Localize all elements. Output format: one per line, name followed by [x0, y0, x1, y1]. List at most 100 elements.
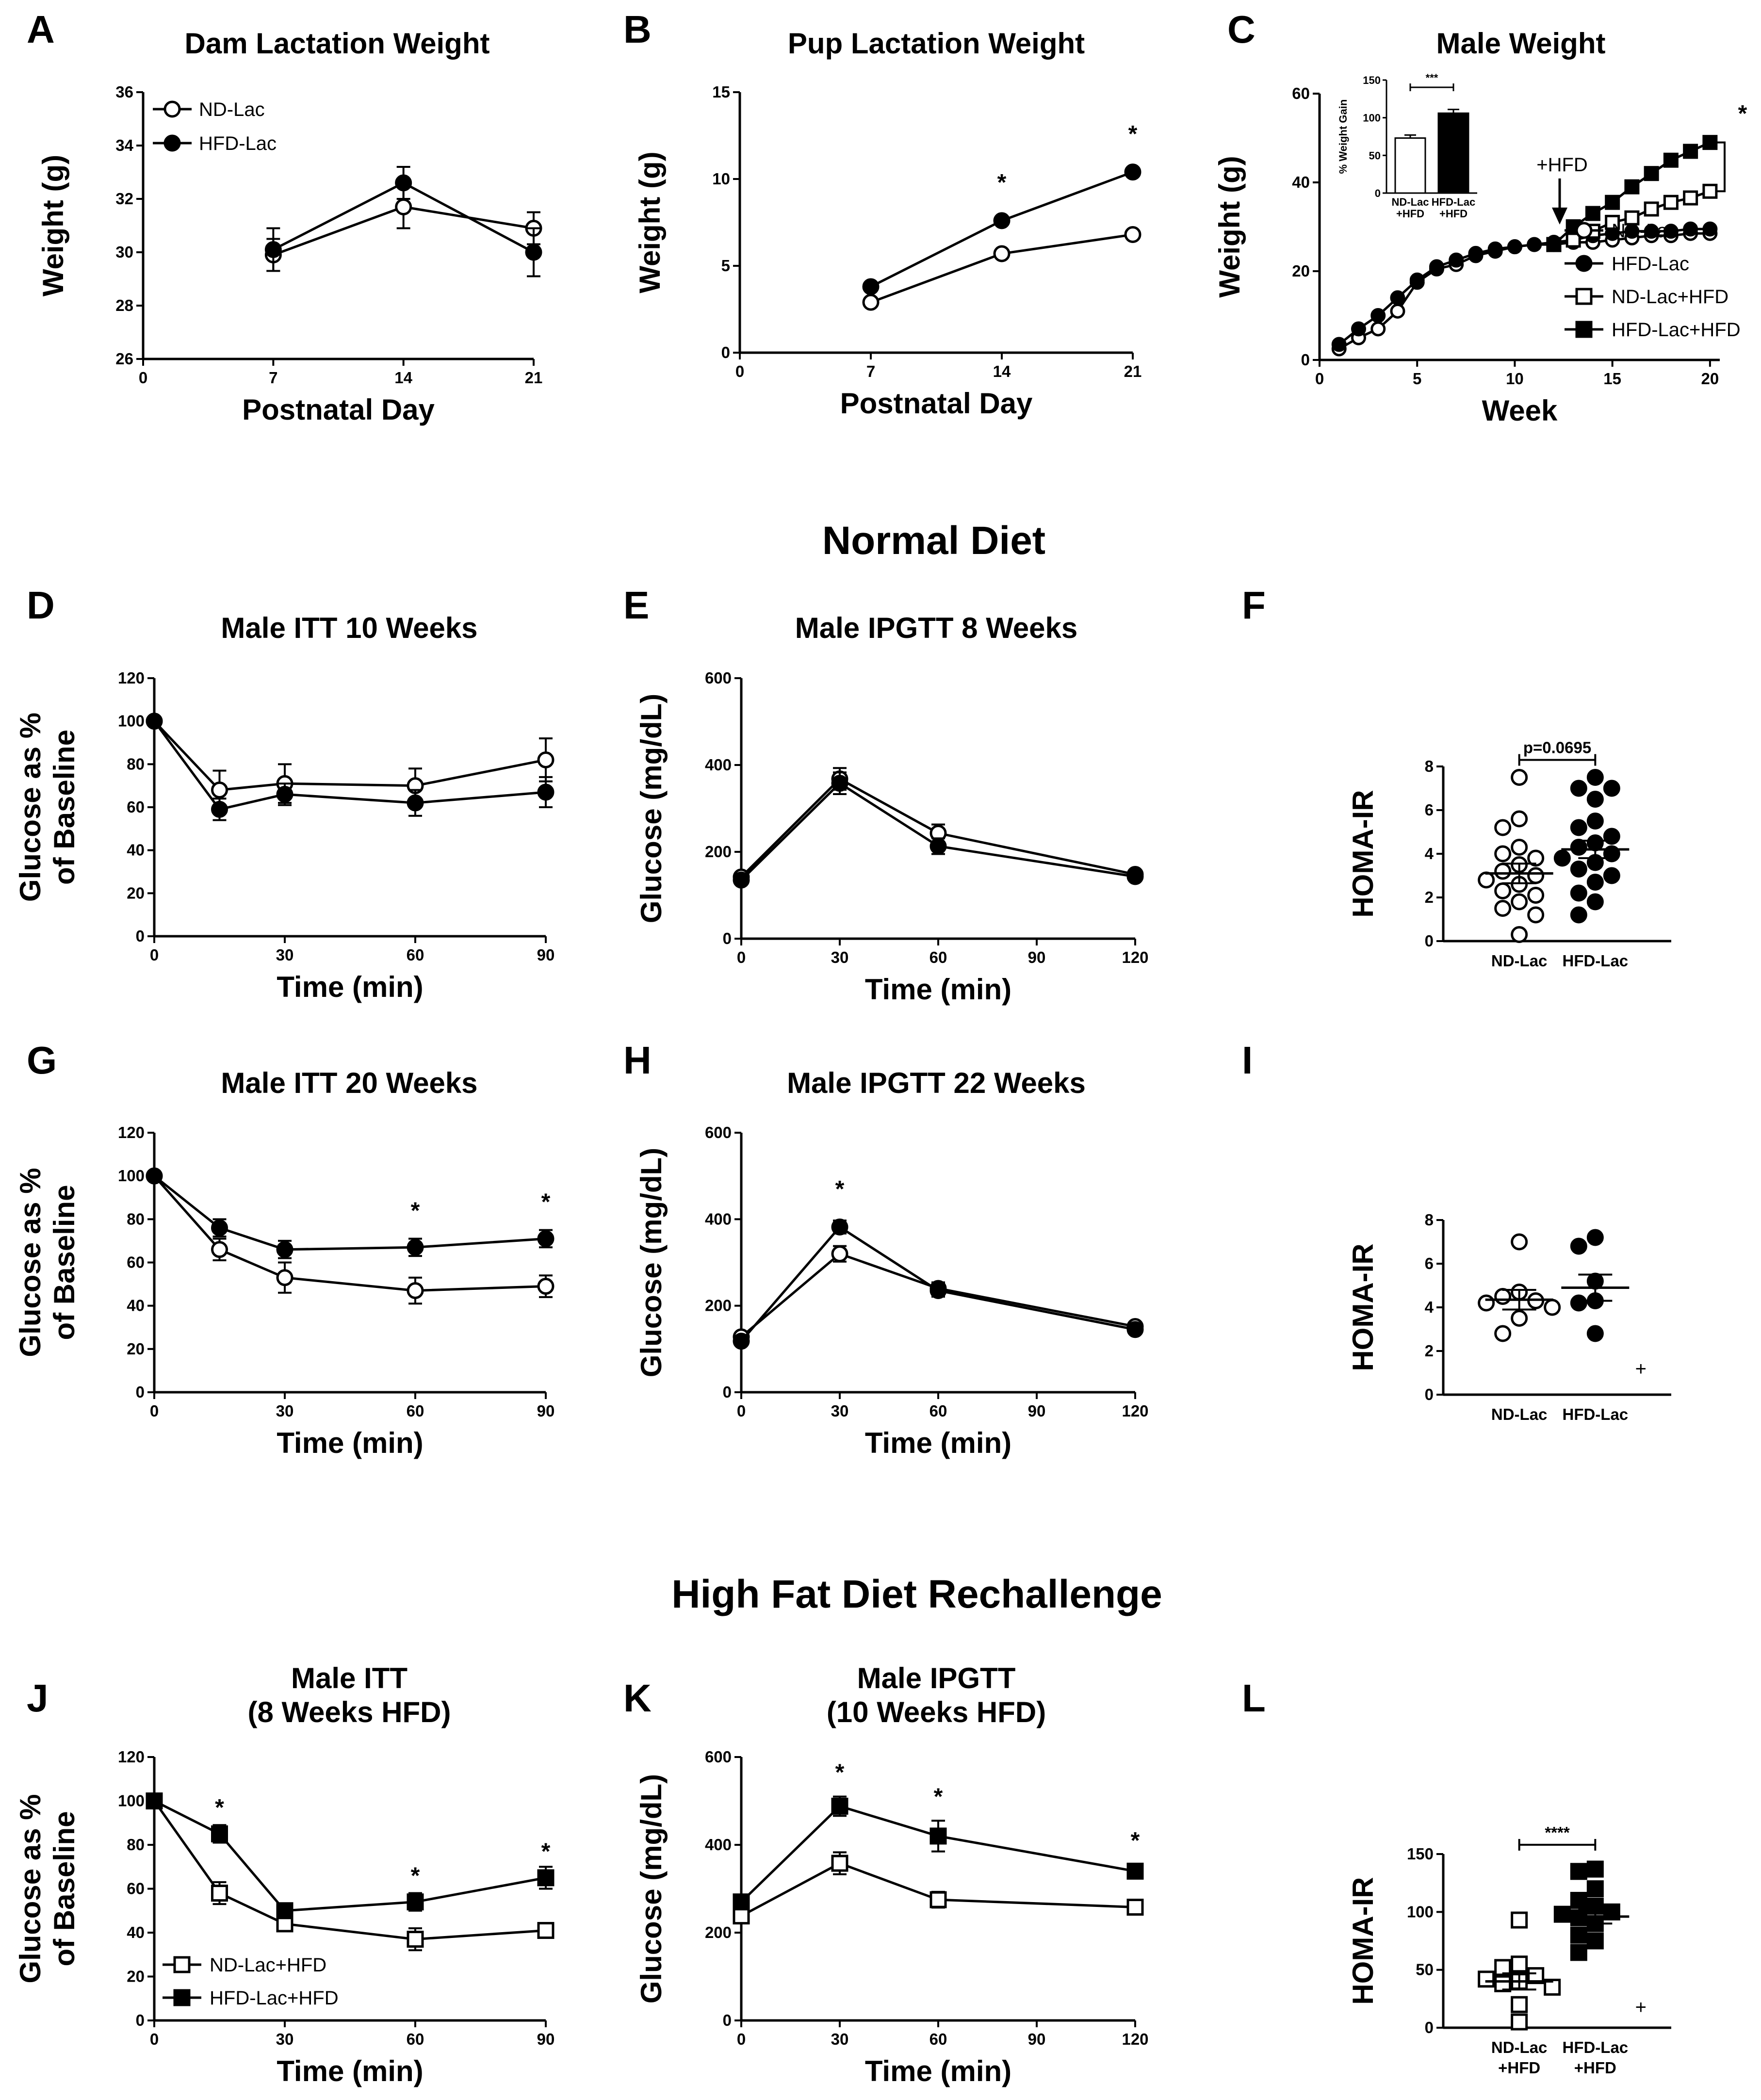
data-point	[1644, 224, 1659, 239]
data-point	[1544, 1299, 1561, 1316]
y-tick-label: 6	[1425, 801, 1434, 819]
legend-marker	[173, 1956, 191, 1973]
data-point	[537, 751, 554, 768]
data-point	[146, 713, 163, 730]
y-tick-label: 32	[115, 190, 133, 208]
data-point	[1494, 900, 1512, 917]
data-point	[1494, 845, 1512, 863]
data-point	[211, 1885, 228, 1902]
data-point	[1511, 1911, 1528, 1929]
data-point	[1586, 791, 1604, 808]
y-tick-label: 36	[115, 83, 133, 101]
panel-label: H	[623, 1039, 652, 1082]
data-point	[1585, 206, 1600, 221]
panel-K: K Male IPGTT(10 Weeks HFD)0200400600Gluco…	[623, 1662, 1149, 2087]
panel-label: J	[27, 1677, 49, 1720]
x-axis-label: Time (min)	[865, 1427, 1011, 1459]
x-tick-label: 7	[269, 369, 277, 387]
data-point	[733, 871, 750, 889]
significance-star: *	[835, 1760, 845, 1786]
y-tick-label: 0	[723, 1383, 732, 1401]
y-tick-label: 400	[705, 756, 732, 774]
data-point	[993, 212, 1011, 229]
x-tick-label: 90	[1028, 1402, 1046, 1420]
category-label: ND-Lac	[1491, 952, 1548, 970]
x-axis-label: Time (min)	[277, 2055, 423, 2087]
y-tick-label: 34	[115, 136, 133, 154]
data-point	[407, 1893, 424, 1911]
y-tick-label: 60	[127, 1253, 145, 1271]
x-tick-label: 90	[1028, 948, 1046, 966]
data-point	[929, 1282, 947, 1299]
x-tick-label: 30	[276, 946, 294, 964]
panel-L: L 0 50 100 150 HOMA-IR ND-Lac +HFD HFD-Lac +HFD **…	[1242, 1677, 1671, 2077]
data-point	[1570, 884, 1587, 902]
data-point	[1570, 906, 1587, 924]
category-label: HFD-Lac	[1562, 1405, 1628, 1423]
inset-y-tick-label: 0	[1375, 187, 1381, 199]
x-tick-label: 7	[866, 362, 875, 380]
panel-label: F	[1242, 584, 1266, 627]
y-axis-label: of Baseline	[48, 730, 81, 885]
data-point	[1570, 1944, 1587, 1961]
data-point	[993, 245, 1011, 262]
data-point	[831, 1855, 848, 1872]
y-tick-label: 10	[712, 170, 730, 188]
x-tick-label: 0	[735, 362, 744, 380]
data-point	[1494, 819, 1512, 836]
data-point	[525, 244, 542, 261]
data-point	[1527, 867, 1545, 884]
series-line	[740, 1225, 1136, 1342]
x-axis-label: Time (min)	[865, 2055, 1011, 2087]
x-tick-label: 10	[1506, 370, 1524, 388]
panel-title: Male IPGTT 22 Weeks	[787, 1067, 1086, 1099]
y-tick-label: 200	[705, 1297, 732, 1315]
x-tick-label: 0	[737, 1402, 746, 1420]
y-axis-label: Glucose as %	[14, 713, 47, 902]
data-point	[1702, 221, 1718, 237]
data-point	[407, 1931, 424, 1948]
data-point	[1570, 839, 1587, 856]
y-axis-label: Glucose (mg/dL)	[635, 1148, 668, 1377]
data-point	[1126, 868, 1144, 885]
data-point	[1511, 893, 1528, 911]
data-point	[1429, 259, 1444, 275]
y-axis-label: HOMA-IR	[1347, 1243, 1379, 1371]
panel-A: A Dam Lactation Weight 26 28 30 32 34 36 Weight …	[27, 8, 542, 426]
panel-title: Pup Lactation Weight	[788, 27, 1085, 60]
data-point	[1507, 239, 1522, 255]
y-axis-label: HOMA-IR	[1347, 790, 1379, 917]
y-tick-label: 26	[115, 350, 133, 368]
y-tick-label: 40	[127, 841, 145, 859]
data-point	[1527, 887, 1545, 904]
series-line	[740, 1862, 1136, 1917]
panel-title: Male Weight	[1436, 27, 1606, 60]
data-point	[733, 1333, 750, 1350]
y-tick-label: 0	[1425, 932, 1434, 950]
legend-label: HFD-Lac+HFD	[1612, 319, 1741, 341]
x-tick-label: 14	[993, 362, 1011, 380]
data-point	[1605, 195, 1620, 210]
data-point	[1570, 1926, 1587, 1944]
data-point	[733, 1893, 750, 1911]
data-point	[1487, 241, 1503, 257]
data-point	[1494, 1288, 1512, 1305]
data-point	[1511, 926, 1528, 943]
data-point	[1586, 1325, 1604, 1342]
legend-marker	[1575, 321, 1593, 338]
data-point	[1390, 290, 1405, 306]
y-tick-label: 8	[1425, 1211, 1434, 1229]
x-axis-label: Time (min)	[865, 973, 1011, 1006]
panel-title: Male ITT	[291, 1662, 408, 1694]
legend-label: ND-Lac	[1612, 220, 1678, 242]
y-tick-label: 400	[705, 1210, 732, 1228]
y-tick-label: 28	[115, 296, 133, 314]
data-point	[1570, 780, 1587, 797]
data-point	[276, 1902, 294, 1920]
x-tick-label: 15	[1603, 370, 1621, 388]
inset-category-label: HFD-Lac	[1432, 196, 1475, 208]
data-point	[1663, 152, 1679, 168]
y-tick-label: 200	[705, 1923, 732, 1941]
y-tick-label: 50	[1416, 1961, 1434, 1979]
